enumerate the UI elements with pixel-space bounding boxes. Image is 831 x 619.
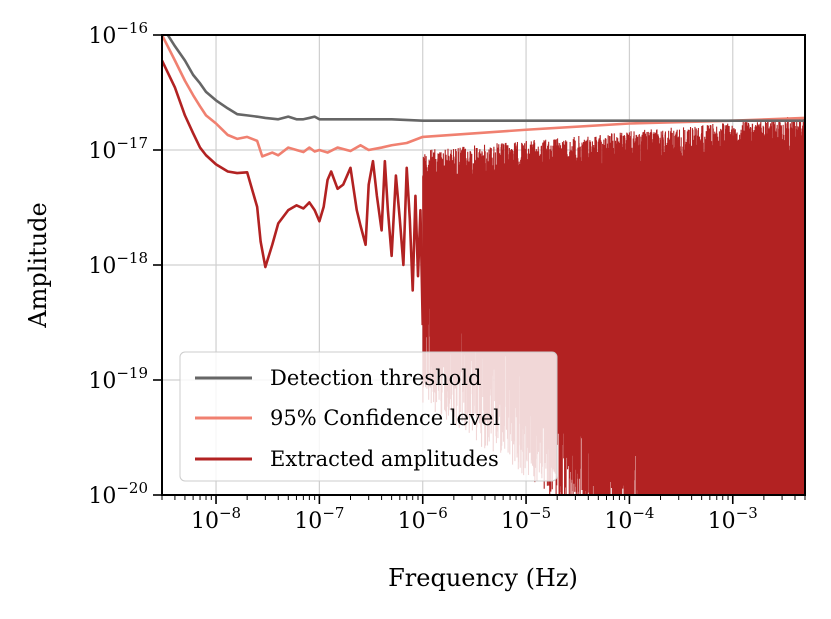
x-tick-label: 10−6	[398, 504, 448, 534]
x-tick-label: 10−3	[708, 504, 758, 534]
legend: Detection threshold 95% Confidence level…	[179, 351, 558, 482]
legend-label-confidence-level: 95% Confidence level	[270, 406, 500, 430]
x-tick-label: 10−4	[604, 504, 654, 534]
legend-box	[179, 351, 558, 482]
x-tick-label: 10−5	[501, 504, 551, 534]
legend-label-extracted-amplitudes: Extracted amplitudes	[270, 447, 499, 471]
series-extracted-amplitudes	[162, 59, 425, 326]
y-tick-label: 10−16	[88, 19, 148, 49]
x-tick-label: 10−7	[294, 504, 344, 534]
ticks	[153, 34, 806, 504]
y-axis-label: Amplitude	[24, 202, 52, 328]
x-axis-label: Frequency (Hz)	[388, 564, 578, 592]
tick-labels: 10−8 10−7 10−6 10−5 10−4 10−3 10−16 10−17 10−18 1…	[88, 19, 757, 534]
legend-label-detection-threshold: Detection threshold	[270, 366, 481, 390]
y-tick-label: 10−19	[88, 364, 148, 394]
series-layer	[162, 35, 805, 495]
series-extracted-amplitudes-band	[422, 116, 805, 495]
x-tick-label: 10−8	[191, 504, 241, 534]
y-tick-label: 10−17	[88, 134, 148, 164]
y-tick-label: 10−20	[88, 479, 148, 509]
series-confidence-level	[162, 35, 805, 158]
series-detection-threshold	[166, 35, 805, 122]
y-tick-label: 10−18	[88, 249, 148, 279]
